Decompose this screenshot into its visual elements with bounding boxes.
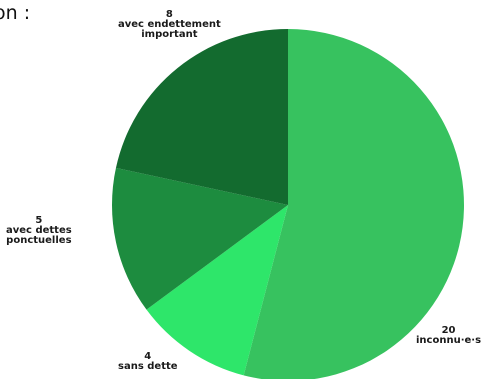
slice-name: inconnu·e·s	[416, 335, 482, 346]
slice-label-sans-dette: 4 sans dette	[118, 352, 178, 372]
slice-name: avec dettes	[6, 225, 72, 236]
pie-slice-0	[243, 29, 464, 379]
slice-value: 8	[165, 9, 173, 20]
slice-name: sans dette	[118, 361, 178, 372]
slice-value: 20	[441, 325, 456, 336]
pie-slice-1	[146, 205, 288, 376]
slice-name: avec endettement	[118, 19, 221, 30]
question-fragment-text: on :	[0, 2, 31, 24]
slice-name-line2: important	[141, 29, 198, 40]
slice-label-endettement-important: 8 avec endettement important	[118, 10, 221, 40]
pie-slice-3	[115, 29, 288, 205]
slice-value: 4	[144, 351, 152, 362]
slice-label-dettes-ponctuelles: 5 avec dettes ponctuelles	[6, 216, 72, 246]
slice-label-inconnus: 20 inconnu·e·s	[416, 326, 481, 346]
pie-slice-2	[111, 167, 288, 310]
slice-name-line2: ponctuelles	[6, 235, 72, 246]
slice-value: 5	[35, 215, 43, 226]
